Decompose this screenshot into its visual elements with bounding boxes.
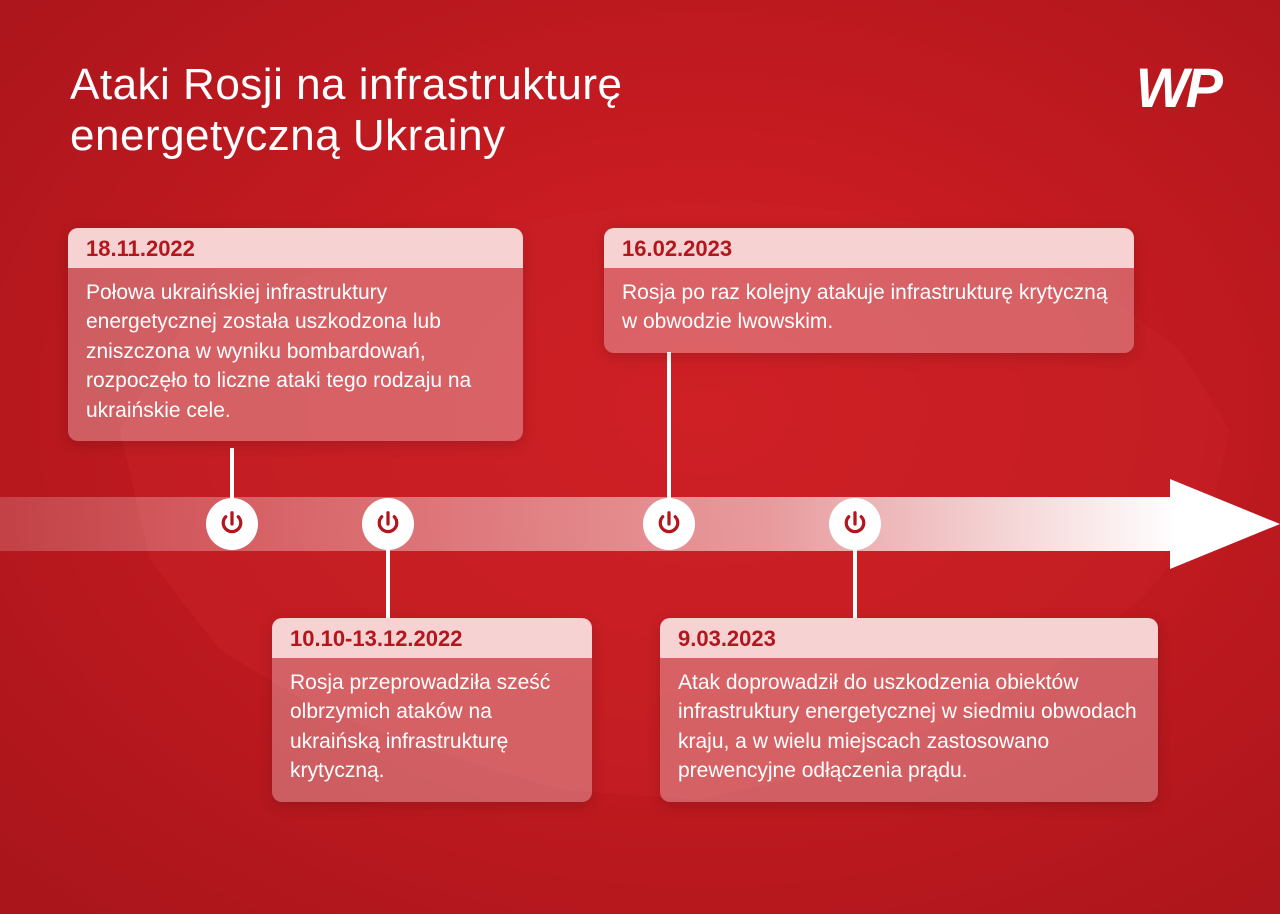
- event-date: 16.02.2023: [604, 228, 1134, 268]
- event-body: Rosja po raz kolejny atakuje infrastrukt…: [604, 268, 1134, 353]
- timeline-node: [206, 498, 258, 550]
- event-date: 18.11.2022: [68, 228, 523, 268]
- event-body: Połowa ukraińskiej infrastruktury energe…: [68, 268, 523, 441]
- power-icon: [840, 509, 870, 539]
- timeline-node: [829, 498, 881, 550]
- event-card: 9.03.2023Atak doprowadził do uszkodzenia…: [660, 618, 1158, 802]
- timeline-connector: [230, 448, 234, 498]
- timeline-node: [362, 498, 414, 550]
- power-icon: [654, 509, 684, 539]
- event-body: Rosja przeprowadziła sześć olbrzymich at…: [272, 658, 592, 802]
- power-icon: [217, 509, 247, 539]
- power-icon: [373, 509, 403, 539]
- page-title: Ataki Rosji na infrastrukturęenergetyczn…: [70, 60, 623, 161]
- timeline-connector: [386, 550, 390, 618]
- timeline-track: [0, 479, 1280, 537]
- event-card: 10.10-13.12.2022Rosja przeprowadziła sze…: [272, 618, 592, 802]
- event-date: 9.03.2023: [660, 618, 1158, 658]
- event-date: 10.10-13.12.2022: [272, 618, 592, 658]
- wp-logo: WP: [1136, 55, 1220, 120]
- timeline-connector: [853, 550, 857, 618]
- timeline-connector: [667, 352, 671, 498]
- infographic-canvas: Ataki Rosji na infrastrukturęenergetyczn…: [0, 0, 1280, 914]
- timeline-node: [643, 498, 695, 550]
- event-card: 16.02.2023Rosja po raz kolejny atakuje i…: [604, 228, 1134, 353]
- event-body: Atak doprowadził do uszkodzenia obiektów…: [660, 658, 1158, 802]
- event-card: 18.11.2022Połowa ukraińskiej infrastrukt…: [68, 228, 523, 441]
